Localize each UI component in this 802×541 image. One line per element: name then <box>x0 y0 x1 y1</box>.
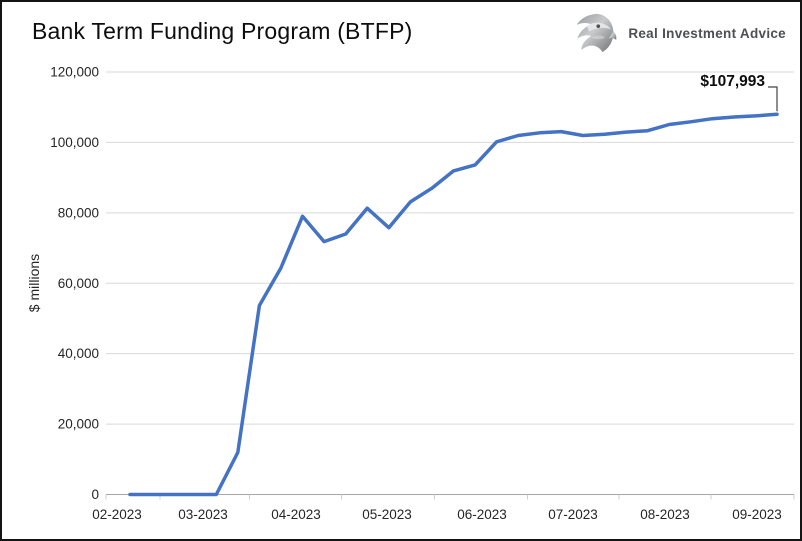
x-axis-tick-label: 05-2023 <box>362 507 412 522</box>
y-axis-tick-label: 80,000 <box>58 205 99 220</box>
chart-title: Bank Term Funding Program (BTFP) <box>32 18 413 44</box>
btfp-data-line <box>128 112 779 497</box>
x-axis-tick-label: 02-2023 <box>92 507 142 522</box>
x-axis-tick-label: 07-2023 <box>548 507 598 522</box>
y-axis-tick-label: 100,000 <box>50 135 99 150</box>
annotation-callout-line <box>768 86 778 112</box>
y-axis-title: $ millions <box>26 254 42 312</box>
x-axis-tick-label: 08-2023 <box>640 507 690 522</box>
last-value-label: $107,993 <box>700 73 765 90</box>
y-axis-tick-label: 120,000 <box>50 65 99 80</box>
brand-name: Real Investment Advice <box>628 25 786 41</box>
y-axis-tick-label: 20,000 <box>58 417 99 432</box>
brand-logo: Real Investment Advice <box>573 12 786 54</box>
x-axis-tick-label: 04-2023 <box>271 507 321 522</box>
y-axis-tick-label: 0 <box>91 487 99 502</box>
x-axis-tick-label: 09-2023 <box>732 507 782 522</box>
x-axis-tick-label: 06-2023 <box>457 507 507 522</box>
eagle-logo-icon <box>577 13 617 53</box>
y-axis-tick-label: 40,000 <box>58 346 99 361</box>
x-axis-tick-label: 03-2023 <box>178 507 228 522</box>
y-axis-tick-label: 60,000 <box>58 276 99 291</box>
